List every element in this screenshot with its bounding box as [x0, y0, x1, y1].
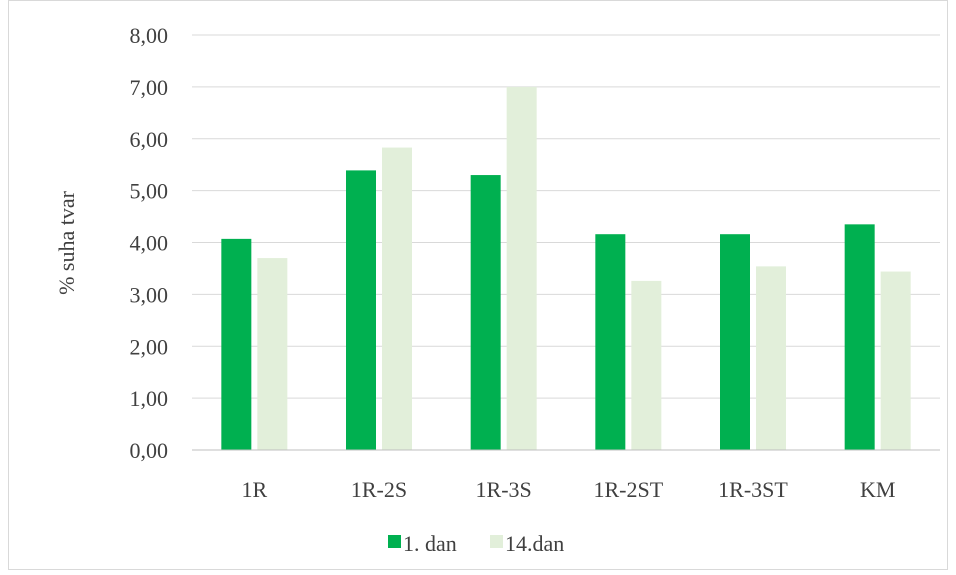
bar-KM-1dan: [844, 224, 875, 450]
bar-1R-3S-1dan: [470, 175, 501, 450]
legend-swatch: [388, 535, 401, 548]
bar-1R-1dan: [221, 238, 252, 450]
legend-label: 1. dan: [403, 531, 457, 556]
bar-1R-2ST-14dan: [631, 280, 662, 450]
bar-1R-2S-1dan: [346, 170, 376, 451]
bar-1R-3ST-1dan: [720, 234, 750, 450]
y-tick-label: 0,00: [130, 438, 169, 463]
x-tick-label: 1R-3ST: [718, 477, 788, 502]
x-tick-label: 1R-2ST: [593, 477, 663, 502]
legend: 1. dan 14.dan: [388, 531, 564, 556]
x-tick-label: 1R-3S: [476, 477, 532, 502]
y-tick-label: 2,00: [130, 334, 169, 359]
y-tick-label: 4,00: [130, 231, 169, 256]
y-tick-label: 6,00: [130, 127, 169, 152]
bar-KM-14dan: [880, 271, 911, 450]
y-tick-label: 3,00: [130, 282, 169, 307]
y-tick-label: 5,00: [130, 179, 169, 204]
legend-swatch: [490, 535, 503, 548]
bar-1R-2ST-1dan: [595, 234, 626, 450]
bars: [221, 86, 911, 451]
gridlines: [192, 34, 940, 399]
x-axis-ticks: 1R 1R-2S 1R-3S 1R-2ST 1R-3ST KM: [241, 477, 895, 502]
x-tick-label: 1R-2S: [351, 477, 407, 502]
x-tick-label: KM: [860, 477, 895, 502]
y-axis-ticks: 0,00 1,00 2,00 3,00 4,00 5,00 6,00 7,00 8,00: [130, 23, 169, 463]
bar-1R-2S-14dan: [382, 147, 412, 450]
y-axis-title: % suha tvar: [54, 190, 79, 295]
x-tick-label: 1R: [241, 477, 267, 502]
bar-1R-3ST-14dan: [756, 266, 786, 450]
y-tick-label: 1,00: [130, 386, 169, 411]
bar-1R-14dan: [257, 258, 288, 450]
y-tick-label: 8,00: [130, 23, 169, 48]
y-tick-label: 7,00: [130, 75, 169, 100]
legend-label: 14.dan: [505, 531, 564, 556]
bar-1R-3S-14dan: [506, 86, 537, 450]
